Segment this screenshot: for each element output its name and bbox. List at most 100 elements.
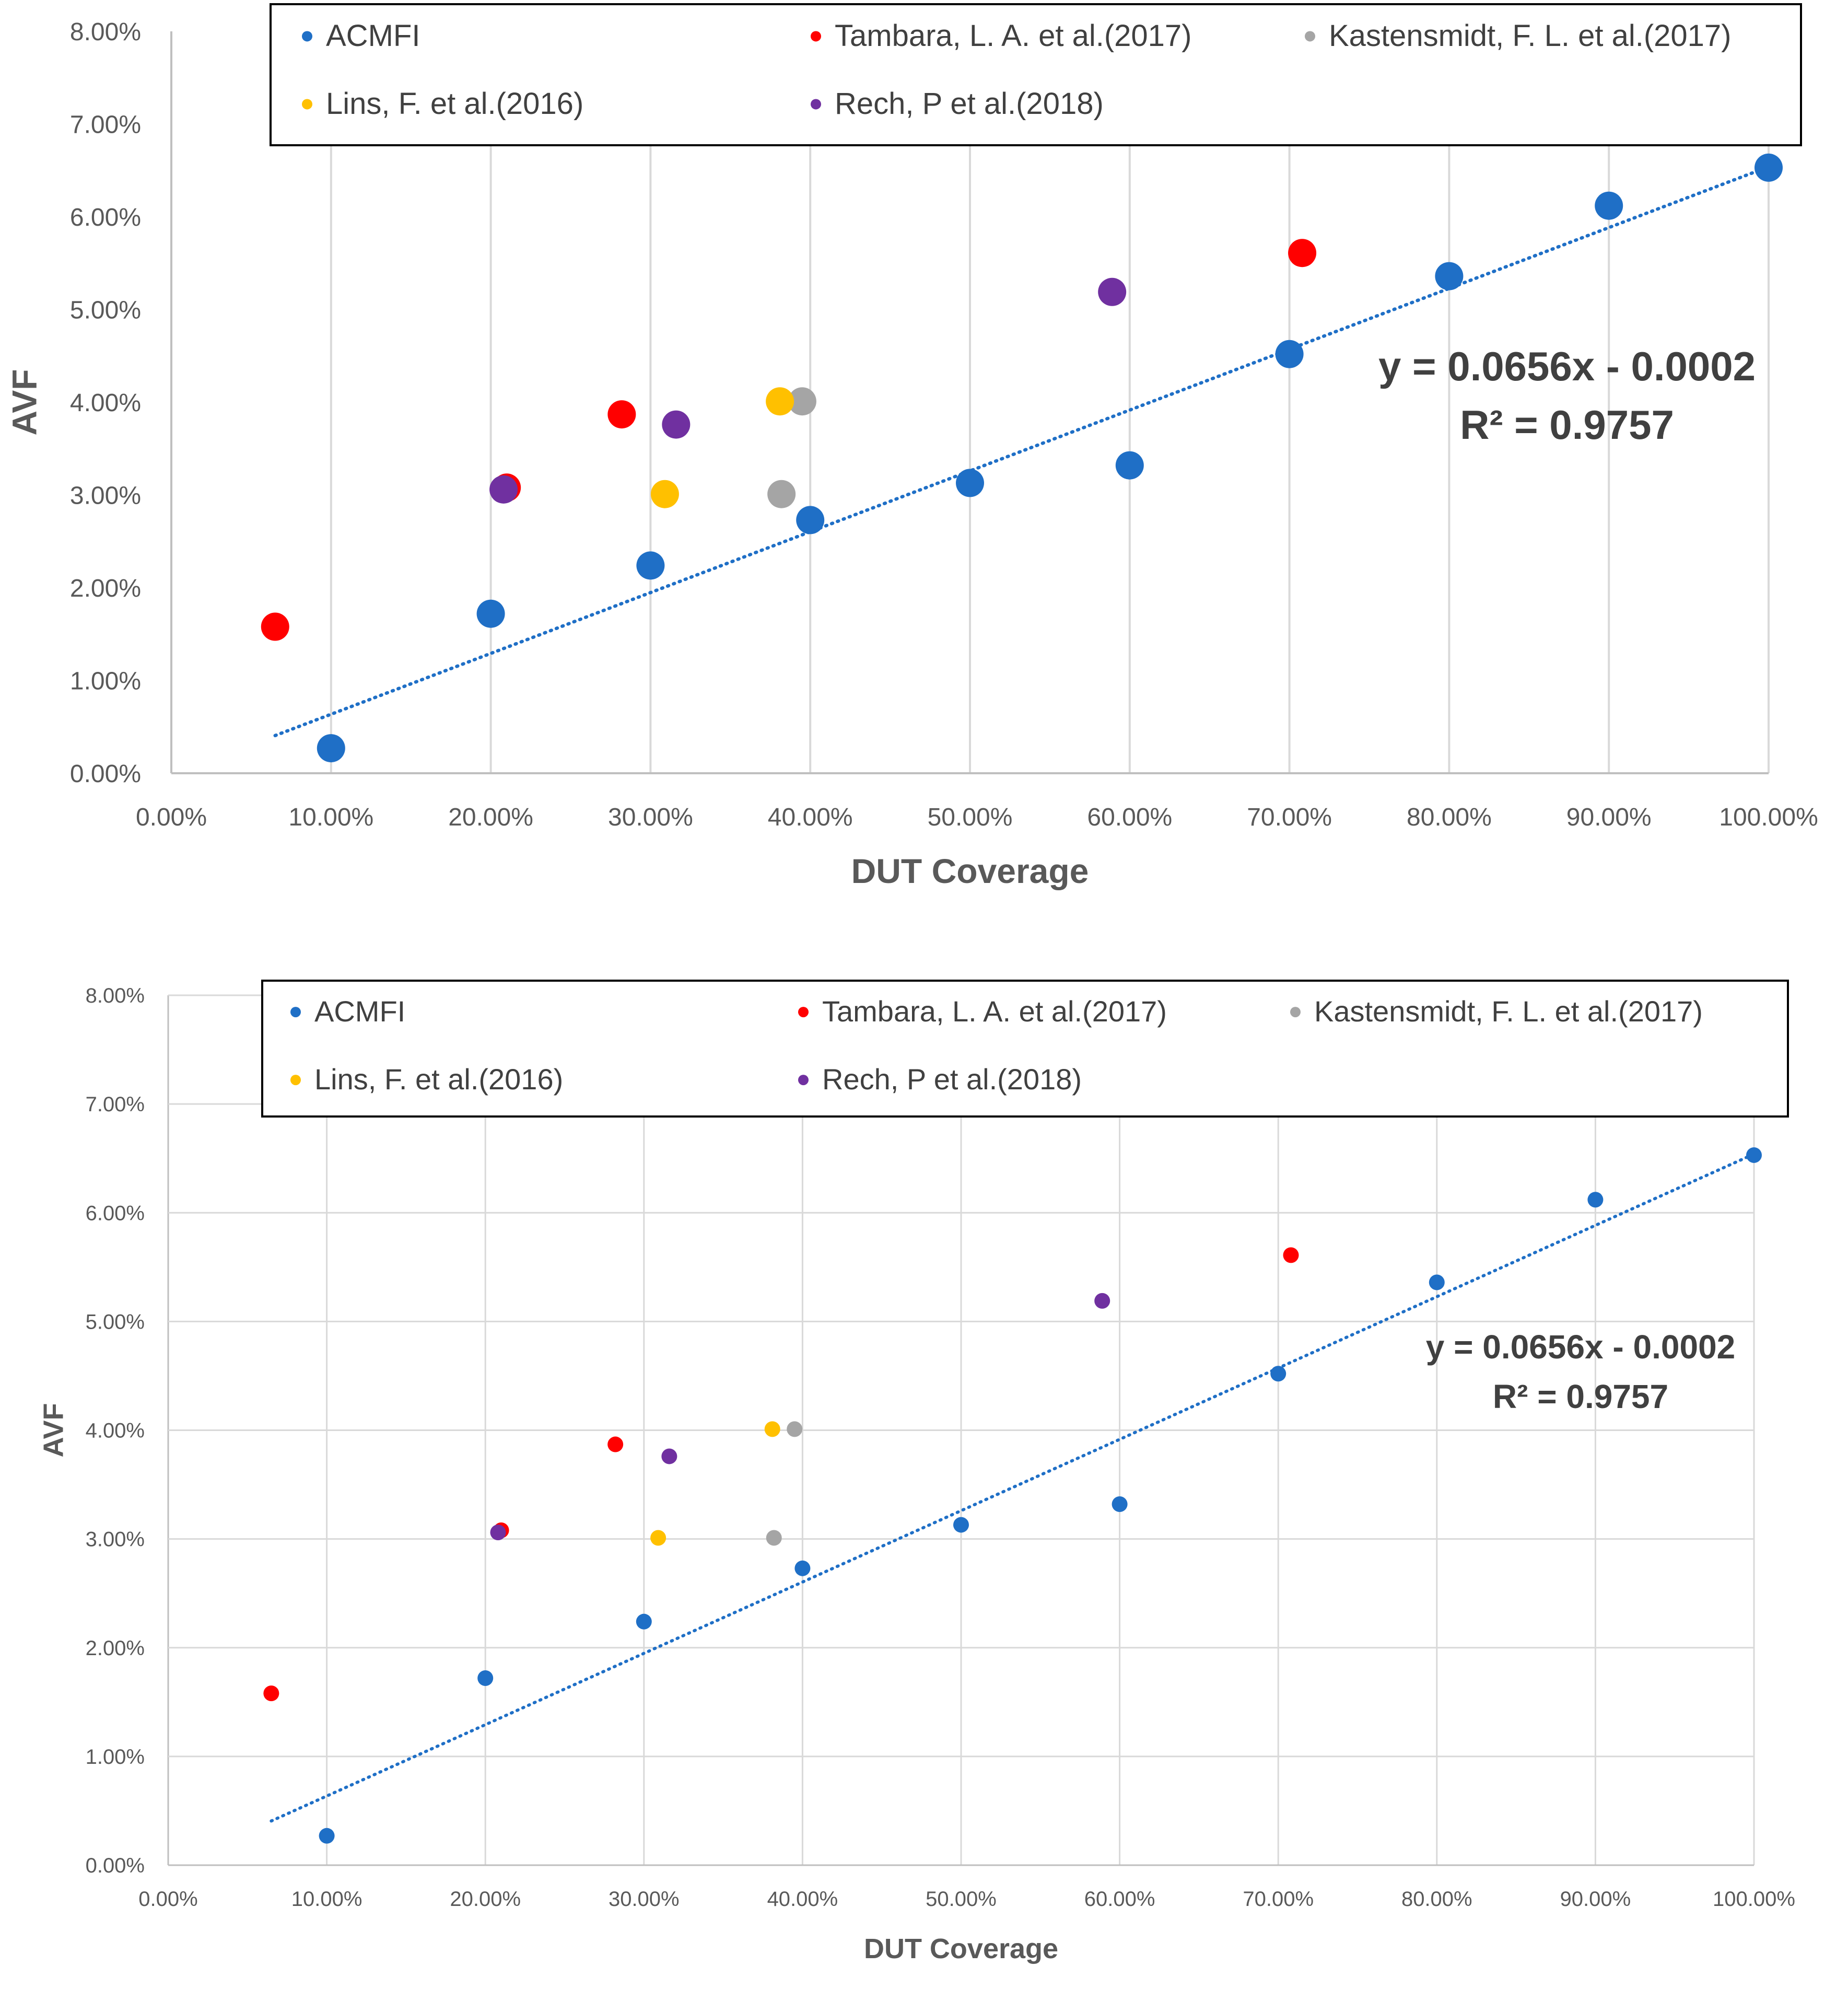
- legend-marker: [811, 99, 821, 110]
- x-tick-label: 70.00%: [1243, 1888, 1314, 1911]
- data-point: [317, 734, 345, 763]
- series-2: [766, 1421, 803, 1546]
- x-tick-label: 30.00%: [609, 1888, 680, 1911]
- legend-entry: Lins, F. et al.(2016): [326, 87, 583, 121]
- x-tick-label: 60.00%: [1084, 1888, 1155, 1911]
- x-axis-title: DUT Coverage: [851, 852, 1089, 890]
- x-tick-label: 10.00%: [291, 1888, 362, 1911]
- legend-marker: [811, 31, 821, 42]
- x-tick-label: 90.00%: [1560, 1888, 1631, 1911]
- legend-entry: Tambara, L. A. et al.(2017): [835, 19, 1191, 53]
- legend-box: [261, 980, 1789, 1118]
- x-tick-label: 30.00%: [608, 804, 693, 831]
- data-point: [650, 480, 679, 508]
- legend: ACMFI Tambara, L. A. et al.(2017) Kastensm…: [261, 980, 1789, 1118]
- data-point: [261, 612, 289, 641]
- y-tick-label: 6.00%: [86, 1202, 145, 1225]
- data-point: [1094, 1293, 1110, 1309]
- data-point: [796, 506, 825, 534]
- y-axis-title: AVF: [5, 369, 43, 435]
- legend-entry: Lins, F. et al.(2016): [314, 1063, 563, 1096]
- x-tick-label: 50.00%: [928, 804, 1013, 831]
- data-point: [1275, 340, 1304, 368]
- legend-entry: Tambara, L. A. et al.(2017): [822, 995, 1167, 1028]
- data-point: [1429, 1274, 1445, 1290]
- data-point: [1595, 191, 1623, 220]
- data-point: [1435, 262, 1464, 290]
- data-point: [661, 1448, 677, 1464]
- legend-entry: Rech, P et al.(2018): [835, 87, 1104, 121]
- data-point: [319, 1828, 335, 1844]
- data-point: [263, 1685, 279, 1702]
- legend-entry: ACMFI: [314, 995, 405, 1028]
- data-point: [607, 400, 636, 429]
- series-3: [650, 387, 794, 508]
- data-point: [953, 1517, 969, 1533]
- trendline-equation: y = 0.0656x - 0.0002: [1378, 343, 1756, 389]
- y-tick-label: 7.00%: [86, 1093, 145, 1116]
- r-squared-label: R² = 0.9757: [1493, 1378, 1668, 1415]
- data-point: [766, 1530, 782, 1546]
- x-axis-title: DUT Coverage: [864, 1933, 1058, 1964]
- legend-entry: Rech, P et al.(2018): [822, 1063, 1082, 1096]
- r-squared-label: R² = 0.9757: [1460, 402, 1674, 448]
- x-tick-label: 100.00%: [1713, 1888, 1795, 1911]
- legend-marker: [302, 31, 312, 42]
- trendline: [270, 1152, 1756, 1823]
- data-point: [1746, 1147, 1762, 1163]
- y-tick-label: 3.00%: [86, 1528, 145, 1551]
- legend-marker: [302, 99, 312, 110]
- x-tick-label: 80.00%: [1407, 804, 1492, 831]
- y-tick-label: 1.00%: [86, 1746, 145, 1769]
- series-3: [650, 1421, 780, 1546]
- y-tick-label: 4.00%: [86, 1420, 145, 1443]
- series-4: [489, 277, 1127, 504]
- data-point: [662, 410, 691, 439]
- y-axis-title: AVF: [38, 1403, 69, 1458]
- data-point: [794, 1560, 811, 1576]
- y-tick-label: 0.00%: [70, 760, 141, 788]
- y-tick-label: 6.00%: [70, 204, 141, 231]
- legend-marker: [1290, 1007, 1301, 1018]
- x-tick-label: 60.00%: [1087, 804, 1172, 831]
- tick-labels: 0.00% 10.00% 20.00% 30.00% 40.00% 50.00% 60.00…: [70, 18, 1818, 831]
- y-tick-label: 2.00%: [70, 575, 141, 602]
- data-point: [1098, 277, 1127, 306]
- legend-marker: [290, 1007, 301, 1018]
- data-point: [1755, 153, 1783, 182]
- legend-entry: Kastensmidt, F. L. et al.(2017): [1314, 995, 1703, 1028]
- legend-box: [270, 3, 1802, 146]
- data-point: [787, 1421, 803, 1437]
- legend-marker: [798, 1075, 809, 1086]
- y-tick-label: 7.00%: [70, 111, 141, 138]
- data-point: [788, 387, 816, 416]
- x-tick-label: 80.00%: [1401, 1888, 1472, 1911]
- x-tick-label: 40.00%: [768, 804, 853, 831]
- y-tick-label: 0.00%: [86, 1854, 145, 1877]
- series-0: [317, 153, 1783, 763]
- y-tick-label: 8.00%: [70, 18, 141, 46]
- data-point: [1288, 239, 1317, 267]
- legend-entry: Kastensmidt, F. L. et al.(2017): [1329, 19, 1731, 53]
- series-0: [319, 1147, 1762, 1844]
- data-point: [476, 599, 505, 628]
- legend-marker: [290, 1075, 301, 1086]
- data-point: [607, 1436, 624, 1452]
- chart-bottom: 0.00% 10.00% 20.00% 30.00% 40.00% 50.00% 60.00…: [38, 980, 1795, 1964]
- data-point: [636, 551, 665, 580]
- x-tick-label: 100.00%: [1719, 804, 1818, 831]
- data-point: [767, 480, 796, 508]
- data-point: [1112, 1496, 1128, 1513]
- data-point: [764, 1421, 780, 1437]
- x-tick-label: 0.00%: [138, 1888, 197, 1911]
- series-2: [767, 387, 816, 508]
- x-tick-label: 70.00%: [1247, 804, 1332, 831]
- data-point: [766, 387, 794, 416]
- x-tick-label: 20.00%: [448, 804, 533, 831]
- y-tick-label: 5.00%: [70, 296, 141, 324]
- legend: ACMFI Tambara, L. A. et al.(2017) Kastensm…: [270, 3, 1802, 146]
- y-tick-label: 4.00%: [70, 389, 141, 417]
- data-point: [490, 1525, 506, 1541]
- y-tick-label: 8.00%: [86, 984, 145, 1007]
